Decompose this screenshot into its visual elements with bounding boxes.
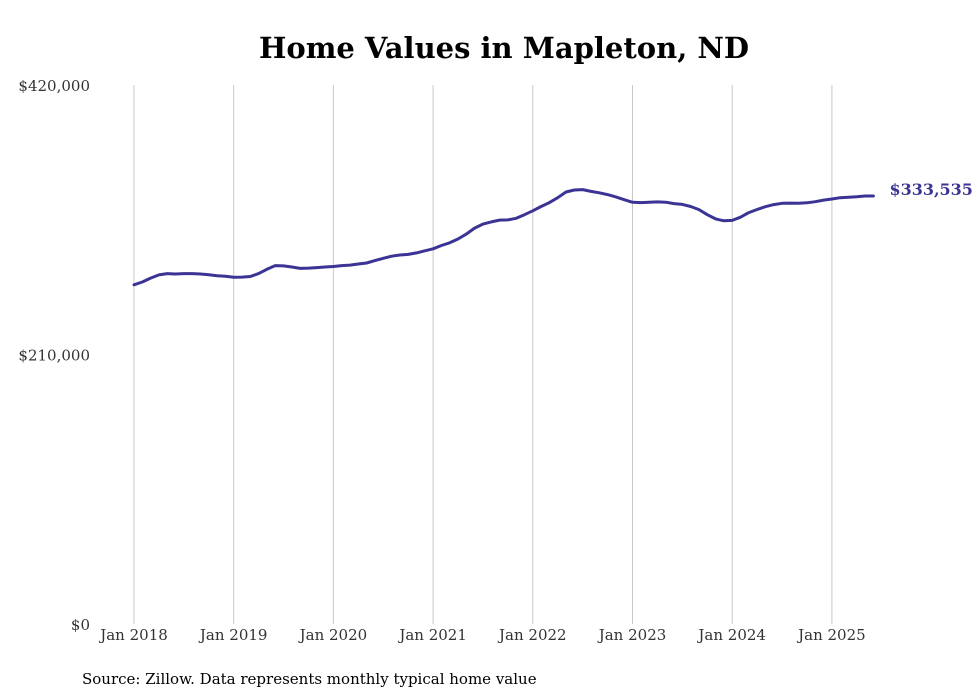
x-tick-label: Jan 2020 xyxy=(298,626,368,644)
series-line-home-value xyxy=(132,188,875,287)
gridlines xyxy=(133,85,833,624)
y-tick-label: $420,000 xyxy=(18,77,90,95)
x-tick-label: Jan 2024 xyxy=(696,626,766,644)
x-tick-label: Jan 2025 xyxy=(796,626,866,644)
x-tick-label: Jan 2019 xyxy=(198,626,268,644)
x-tick-label: Jan 2018 xyxy=(98,626,168,644)
x-tick-label: Jan 2023 xyxy=(597,626,667,644)
end-value-label: $333,535 xyxy=(889,180,973,199)
chart-title: Home Values in Mapleton, ND xyxy=(259,31,749,65)
source-note: Source: Zillow. Data represents monthly … xyxy=(82,670,537,688)
x-axis-ticks: Jan 2018 Jan 2019 Jan 2020 Jan 2021 Jan 2022… xyxy=(98,626,865,644)
x-tick-label: Jan 2022 xyxy=(497,626,567,644)
y-axis-ticks: $0 $210,000 $420,000 xyxy=(18,77,90,634)
y-tick-label: $210,000 xyxy=(18,347,90,365)
y-tick-label: $0 xyxy=(71,616,90,634)
x-tick-label: Jan 2021 xyxy=(397,626,467,644)
